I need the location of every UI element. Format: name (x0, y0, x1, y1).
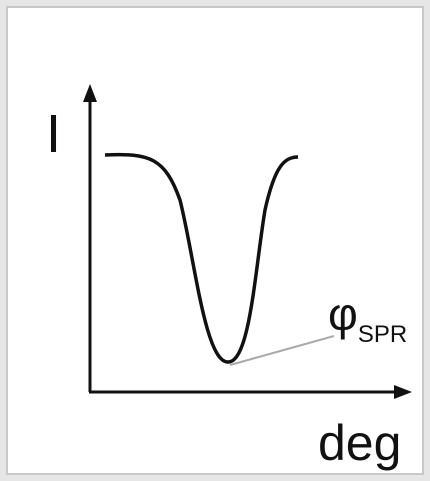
x-axis-arrow (394, 385, 412, 399)
annotation: φSPR (328, 288, 407, 348)
leader-line (229, 335, 335, 366)
annotation-symbol: φ (328, 288, 358, 340)
y-axis-label: I (46, 104, 61, 164)
annotation-subscript: SPR (358, 321, 407, 348)
resonance-curve (104, 152, 299, 364)
y-axis-arrow (83, 84, 97, 102)
x-axis-label: deg (318, 415, 401, 471)
panel (6, 6, 424, 475)
